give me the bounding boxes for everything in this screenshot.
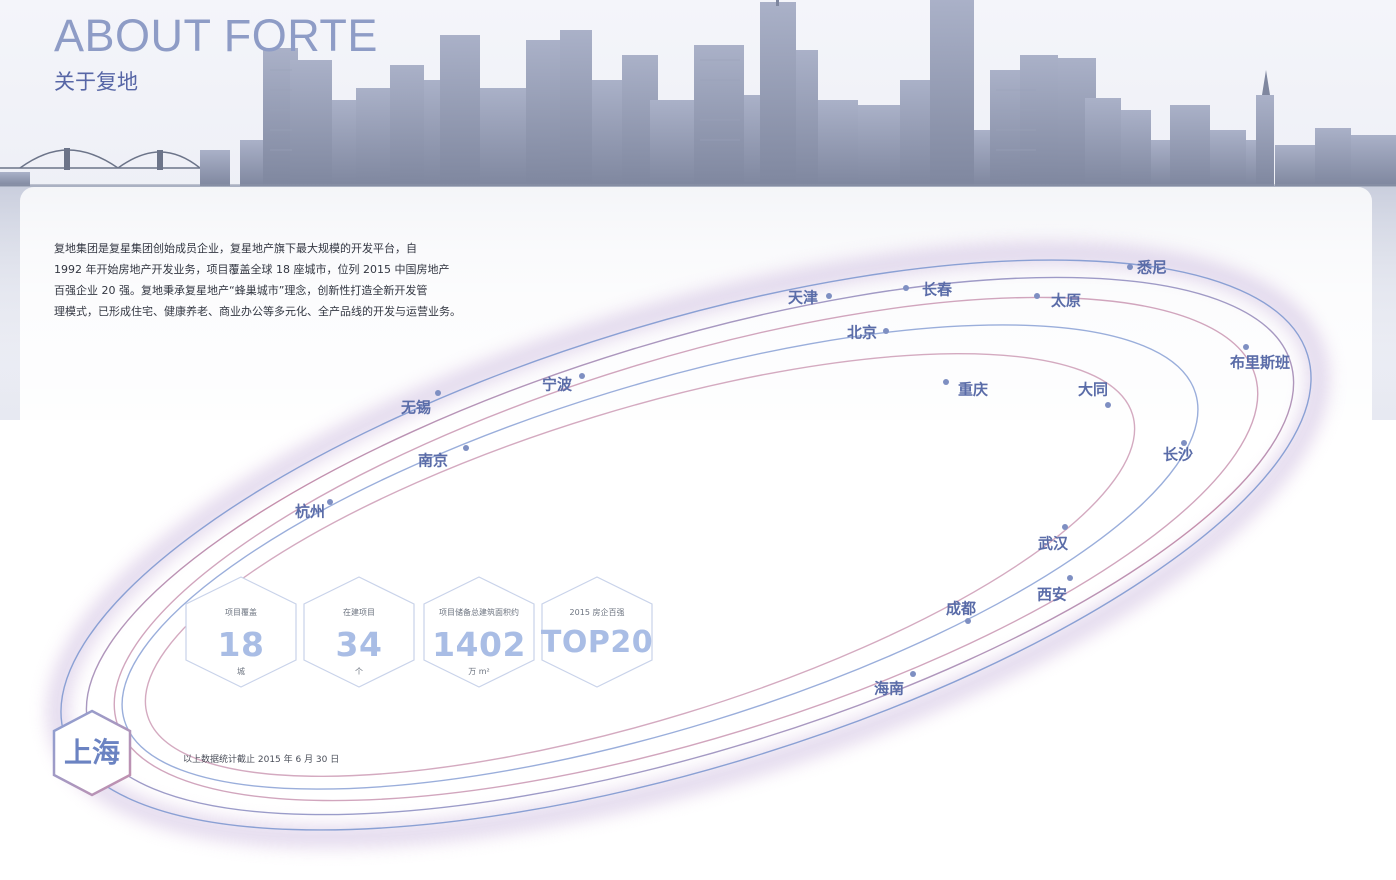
city-label-hangzhou: 杭州 <box>294 502 326 521</box>
stat-unit: 万 m² <box>468 667 490 676</box>
intro-line: 百强企业 20 强。复地秉承复星地产“蜂巢城市”理念，创新性打造全新开发管 <box>54 284 428 297</box>
stat-value: 34 <box>335 625 383 664</box>
stat-reserve-area: 项目储备总建筑面积约 1402 万 m² <box>420 575 538 689</box>
city-label-hainan: 海南 <box>873 679 905 698</box>
stat-label: 项目储备总建筑面积约 <box>439 608 519 617</box>
stat-unit: 个 <box>355 667 363 676</box>
city-label-xian: 西安 <box>1036 585 1068 604</box>
stat-projects-under-construction: 在建项目 34 个 <box>300 575 418 689</box>
city-label-ningbo: 宁波 <box>541 375 573 394</box>
city-label-beijing: 北京 <box>846 323 878 342</box>
stat-label: 在建项目 <box>343 608 375 617</box>
stat-label: 2015 房企百强 <box>569 608 625 617</box>
city-label-datong: 大同 <box>1077 380 1109 399</box>
hexagon-shape <box>541 576 653 688</box>
stat-projects-cities: 项目覆盖 18 城 <box>182 575 300 689</box>
hub-shanghai: 上海 <box>46 707 138 799</box>
intro-paragraph: 复地集团是复星集团创始成员企业，复星地产旗下最大规模的开发平台，自 1992 年… <box>54 238 461 322</box>
page-title-zh: 关于复地 <box>54 70 138 94</box>
city-label-taiyuan: 太原 <box>1050 291 1082 310</box>
stat-value: 1402 <box>432 625 526 664</box>
hexagon-shape <box>423 576 535 688</box>
intro-line: 理模式，已形成住宅、健康养老、商业办公等多元化、全产品线的开发与运营业务。 <box>54 305 461 318</box>
city-label-chongqing: 重庆 <box>957 380 989 399</box>
city-label-changsha: 长沙 <box>1162 445 1194 464</box>
hexagon-shape <box>303 576 415 688</box>
intro-line: 1992 年开始房地产开发业务，项目覆盖全球 18 座城市，位列 2015 中国… <box>54 263 450 276</box>
page-title-en: ABOUT FORTE <box>54 10 378 61</box>
stat-unit: 城 <box>237 667 245 676</box>
city-label-brisbane: 布里斯班 <box>1229 353 1291 372</box>
city-label-wuhan: 武汉 <box>1037 534 1069 553</box>
hexagon-shape <box>52 709 132 797</box>
city-label-changchun: 长春 <box>921 280 953 299</box>
city-label-nanjing: 南京 <box>417 451 449 470</box>
stat-ranking: 2015 房企百强 TOP20 <box>538 575 656 689</box>
city-label-sydney: 悉尼 <box>1136 258 1168 277</box>
hexagon-shape <box>185 576 297 688</box>
stat-value: TOP20 <box>540 625 654 660</box>
city-label-chengdu: 成都 <box>945 599 977 618</box>
intro-line: 复地集团是复星集团创始成员企业，复星地产旗下最大规模的开发平台，自 <box>54 242 417 255</box>
city-label-wuxi: 无锡 <box>400 398 432 417</box>
stat-value: 18 <box>217 625 265 664</box>
stat-label: 项目覆盖 <box>225 608 257 617</box>
hub-label: 上海 <box>63 736 120 769</box>
data-footnote: 以上数据统计截止 2015 年 6 月 30 日 <box>183 755 340 765</box>
city-label-tianjin: 天津 <box>787 288 819 307</box>
